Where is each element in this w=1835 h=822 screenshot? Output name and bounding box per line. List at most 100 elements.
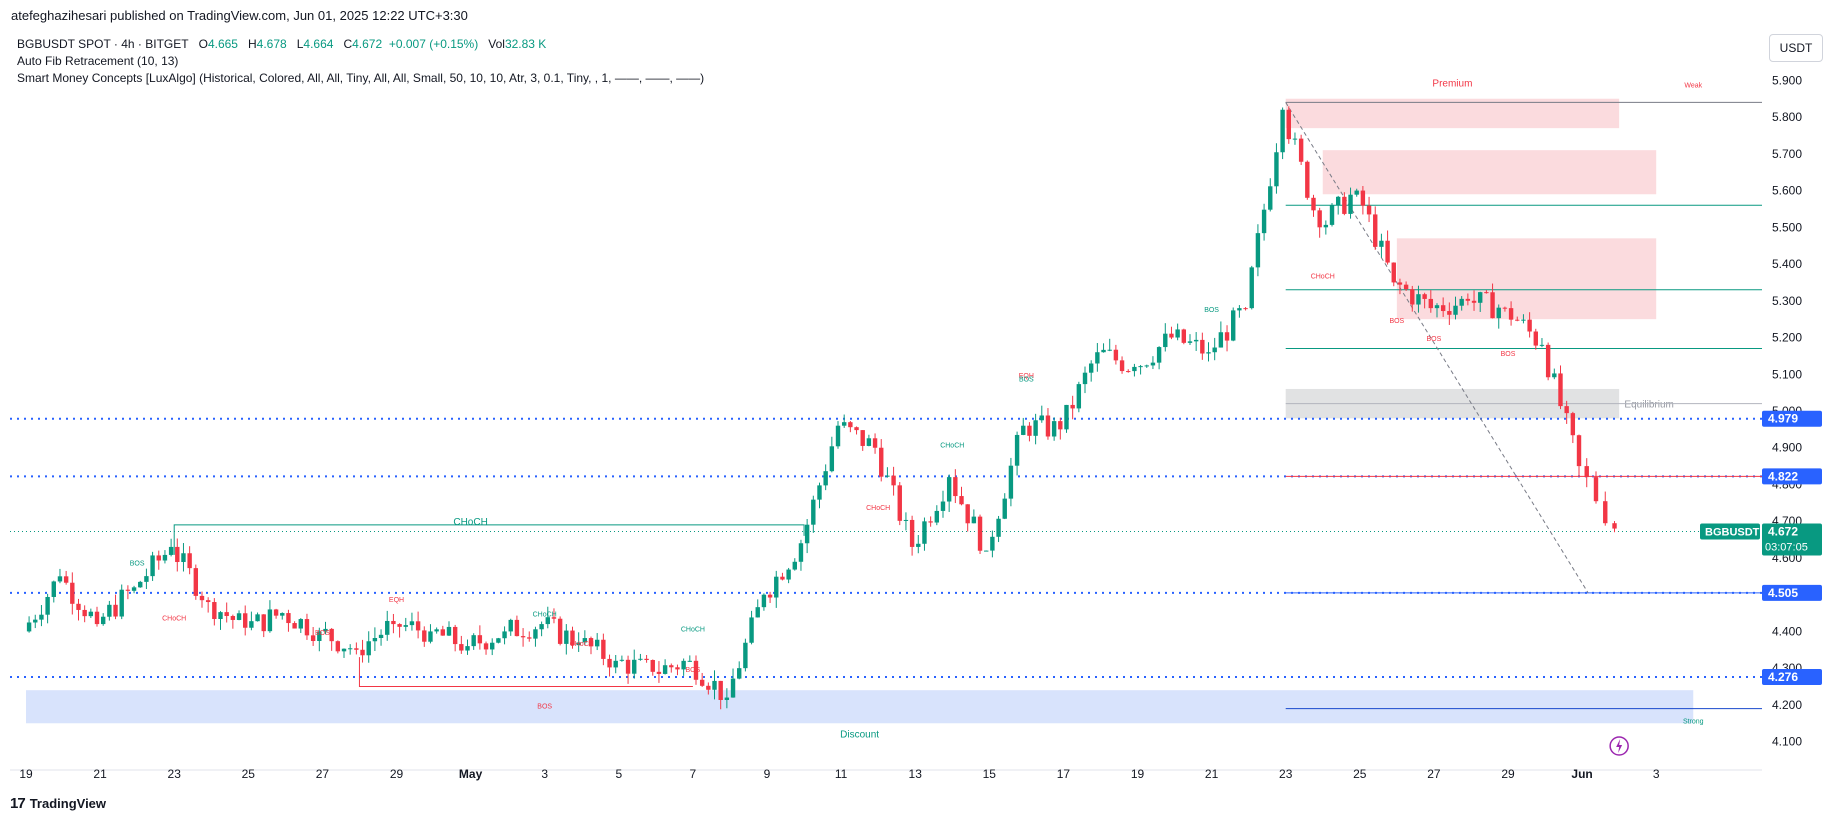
candle[interactable] [304, 613, 310, 640]
candle[interactable] [138, 580, 143, 588]
candle[interactable] [588, 636, 594, 655]
candle[interactable] [51, 580, 56, 603]
candle[interactable] [63, 570, 69, 585]
candle[interactable] [1379, 233, 1384, 258]
candle[interactable] [681, 658, 686, 676]
candle[interactable] [909, 515, 915, 556]
candle[interactable] [452, 624, 458, 652]
candle[interactable] [1552, 368, 1557, 380]
candle[interactable] [632, 649, 637, 679]
candle[interactable] [687, 655, 693, 662]
candle[interactable] [644, 655, 649, 663]
candle[interactable] [1002, 493, 1007, 520]
candle[interactable] [811, 495, 816, 533]
candle[interactable] [539, 621, 544, 637]
candle[interactable] [1305, 160, 1310, 200]
candle[interactable] [866, 434, 872, 447]
candle[interactable] [1255, 224, 1261, 277]
candle[interactable] [378, 629, 384, 646]
candle[interactable] [1014, 431, 1020, 476]
candle[interactable] [446, 621, 452, 636]
candle[interactable] [1237, 305, 1242, 318]
candle[interactable] [817, 482, 822, 509]
candle[interactable] [1453, 296, 1458, 320]
candle[interactable] [903, 512, 909, 531]
candle[interactable] [280, 612, 285, 620]
candle[interactable] [1181, 328, 1187, 345]
candle[interactable] [1354, 188, 1359, 197]
candle[interactable] [483, 641, 489, 655]
candle[interactable] [1471, 290, 1477, 311]
candle[interactable] [1175, 323, 1180, 341]
candle[interactable] [162, 550, 168, 564]
candle[interactable] [403, 617, 408, 632]
candle[interactable] [718, 680, 723, 710]
candle[interactable] [1422, 292, 1427, 309]
candle[interactable] [1385, 230, 1390, 265]
candle[interactable] [1397, 278, 1403, 295]
candle[interactable] [1428, 290, 1434, 313]
candle[interactable] [1311, 194, 1316, 217]
candle[interactable] [1416, 285, 1421, 313]
candle[interactable] [125, 585, 131, 600]
candle[interactable] [823, 464, 828, 491]
candle[interactable] [1447, 302, 1452, 325]
candle[interactable] [187, 546, 192, 575]
candle[interactable] [959, 486, 964, 506]
candle[interactable] [428, 624, 433, 644]
candle[interactable] [273, 608, 279, 619]
candle[interactable] [804, 518, 810, 554]
candle[interactable] [1268, 178, 1273, 212]
candle[interactable] [1169, 326, 1174, 340]
candle[interactable] [934, 505, 940, 526]
candle[interactable] [150, 551, 155, 581]
candle[interactable] [1515, 316, 1520, 322]
candle[interactable] [990, 530, 995, 558]
candle[interactable] [1088, 360, 1094, 382]
candle[interactable] [168, 538, 174, 557]
candle[interactable] [1231, 307, 1236, 342]
candle[interactable] [1058, 417, 1063, 440]
candle[interactable] [749, 610, 754, 645]
candle[interactable] [922, 517, 927, 551]
candle[interactable] [737, 661, 742, 680]
candle[interactable] [977, 514, 983, 554]
candle[interactable] [1156, 346, 1162, 370]
candle[interactable] [292, 621, 297, 629]
candle[interactable] [39, 605, 44, 627]
candle[interactable] [1612, 521, 1617, 533]
candle[interactable] [1570, 411, 1576, 444]
candle[interactable] [119, 584, 124, 620]
candle[interactable] [267, 600, 273, 633]
candle[interactable] [224, 602, 229, 623]
candle[interactable] [1070, 395, 1075, 420]
candle[interactable] [897, 482, 902, 526]
candle[interactable] [1212, 337, 1217, 361]
candle[interactable] [730, 668, 736, 698]
candle[interactable] [249, 611, 254, 631]
candle[interactable] [1119, 356, 1125, 374]
candle[interactable] [107, 600, 112, 621]
candle[interactable] [1274, 143, 1279, 194]
candle[interactable] [1292, 132, 1298, 145]
candle[interactable] [26, 616, 32, 633]
candle[interactable] [1329, 203, 1335, 227]
candle[interactable] [564, 624, 569, 655]
candle[interactable] [755, 599, 760, 618]
candle[interactable] [205, 597, 211, 613]
candle[interactable] [780, 572, 785, 581]
candle[interactable] [533, 626, 538, 647]
candle[interactable] [366, 631, 371, 663]
candle[interactable] [946, 474, 952, 512]
candle[interactable] [496, 637, 501, 644]
candle[interactable] [317, 627, 322, 652]
candle[interactable] [1373, 206, 1378, 250]
candle[interactable] [841, 414, 847, 428]
candle[interactable] [1076, 381, 1082, 413]
candle[interactable] [335, 640, 341, 654]
candle[interactable] [218, 611, 223, 630]
candle[interactable] [1360, 186, 1366, 215]
candle[interactable] [693, 655, 699, 685]
candle[interactable] [885, 467, 890, 478]
candle[interactable] [243, 605, 248, 636]
